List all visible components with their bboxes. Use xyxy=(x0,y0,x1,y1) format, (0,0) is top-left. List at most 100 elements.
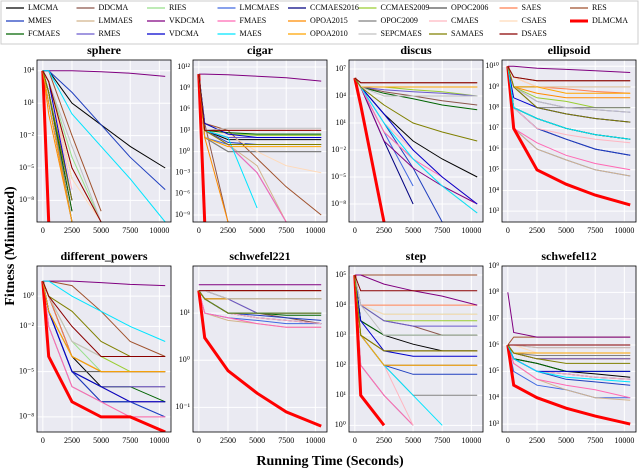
y-tick-label: 10⁴ xyxy=(23,66,34,75)
y-tick-label: 10⁵ xyxy=(488,366,499,375)
legend-label: CCMAES2009 xyxy=(381,3,430,12)
legend-label: RIES xyxy=(169,3,186,12)
legend-box xyxy=(0,0,639,45)
x-tick-label: 0 xyxy=(41,436,45,445)
y-tick-label: 10⁻² xyxy=(331,145,346,154)
y-tick-label: 10¹² xyxy=(177,62,190,71)
y-tick-label: 10⁴ xyxy=(488,185,499,194)
y-tick-label: 10⁻⁹ xyxy=(175,210,190,219)
y-tick-label: 10³ xyxy=(180,125,191,134)
legend-label: FMAES xyxy=(240,16,267,25)
x-tick-label: 2500 xyxy=(529,436,545,445)
subplot-title: schwefel12 xyxy=(541,249,596,263)
series-line xyxy=(197,290,322,428)
legend-label: FCMAES xyxy=(28,29,60,38)
y-tick-label: 10² xyxy=(336,360,347,369)
x-tick-label: 2500 xyxy=(64,226,80,235)
y-tick-label: 10⁵ xyxy=(335,270,346,279)
x-tick-label: 0 xyxy=(197,226,201,235)
y-tick-label: 10⁰ xyxy=(23,291,34,300)
y-tick-label: 10⁰ xyxy=(179,355,190,364)
series-line xyxy=(353,77,386,222)
y-tick-label: 10³ xyxy=(489,419,500,428)
subplot-title: cigar xyxy=(247,43,274,57)
series-line xyxy=(354,77,478,84)
plot-area xyxy=(502,266,636,432)
series-line xyxy=(354,274,478,357)
y-tick-label: 10⁹ xyxy=(488,261,499,270)
legend-label: LMCMAES xyxy=(240,3,280,12)
legend-label: RMES xyxy=(99,29,121,38)
legend-label: DLMCMA xyxy=(592,16,628,25)
y-tick-label: 10⁰ xyxy=(179,146,190,155)
plot-frame xyxy=(36,265,172,433)
series-group xyxy=(506,292,631,426)
series-line xyxy=(42,281,166,418)
series-line xyxy=(354,274,478,306)
series-line xyxy=(506,344,631,426)
x-tick-label: 2500 xyxy=(376,226,392,235)
series-line xyxy=(354,274,478,352)
x-tick-label: 5000 xyxy=(249,436,265,445)
subplot-title: schwefel221 xyxy=(229,249,290,263)
y-tick-label: 10⁴ xyxy=(335,300,346,309)
plot-area xyxy=(193,266,327,432)
x-tick-label: 7500 xyxy=(587,436,603,445)
series-line xyxy=(42,70,73,201)
x-tick-label: 7500 xyxy=(587,226,603,235)
y-tick-label: 10⁷ xyxy=(335,64,346,73)
series-group xyxy=(353,274,478,427)
series-line xyxy=(41,70,51,222)
x-tick-label: 7500 xyxy=(278,226,294,235)
series-group xyxy=(197,73,322,222)
series-line xyxy=(507,65,631,82)
x-tick-label: 0 xyxy=(506,436,510,445)
x-tick-label: 0 xyxy=(197,436,201,445)
y-tick-label: 10⁻⁵ xyxy=(331,172,346,181)
series-line xyxy=(197,74,207,222)
x-tick-label: 10000 xyxy=(305,436,325,445)
y-tick-label: 10⁻² xyxy=(19,130,34,139)
y-tick-label: 10⁸ xyxy=(488,287,499,296)
subplot-title: sphere xyxy=(87,43,121,57)
x-tick-label: 0 xyxy=(353,226,357,235)
series-line xyxy=(507,344,631,383)
x-tick-label: 10000 xyxy=(149,226,169,235)
y-tick-label: 10⁶ xyxy=(488,340,499,349)
series-line xyxy=(354,274,478,292)
subplot-title: ellipsoid xyxy=(548,43,591,57)
legend-label: CCMAES2016 xyxy=(310,3,359,12)
legend-label: OPOA2015 xyxy=(310,16,348,25)
legend-label: MAES xyxy=(240,29,262,38)
legend-label: DDCMA xyxy=(99,3,129,12)
x-tick-label: 5000 xyxy=(93,436,109,445)
x-tick-label: 10000 xyxy=(149,436,169,445)
x-tick-label: 2500 xyxy=(220,436,236,445)
y-tick-label: 10⁸ xyxy=(488,102,499,111)
subplot-title: different_powers xyxy=(60,249,147,263)
x-tick-label: 5000 xyxy=(249,226,265,235)
series-line xyxy=(42,70,102,222)
series-line xyxy=(42,281,166,373)
plot-frame xyxy=(348,265,484,433)
x-tick-label: 7500 xyxy=(122,226,138,235)
x-tick-label: 5000 xyxy=(405,226,421,235)
series-line xyxy=(198,74,322,148)
x-tick-label: 10000 xyxy=(614,226,634,235)
legend-label: DSAES xyxy=(522,29,547,38)
y-tick-label: 10⁹ xyxy=(179,83,190,92)
y-tick-label: 10³ xyxy=(489,206,500,215)
series-line xyxy=(507,292,631,338)
y-tick-label: 10⁻⁵ xyxy=(19,163,34,172)
series-line xyxy=(198,73,322,82)
y-tick-label: 10¹ xyxy=(180,308,191,317)
legend-label: CSAES xyxy=(522,16,547,25)
series-line xyxy=(354,274,478,336)
series-group xyxy=(197,284,322,428)
x-tick-label: 10000 xyxy=(461,226,481,235)
x-tick-label: 2500 xyxy=(220,226,236,235)
series-line xyxy=(507,344,631,364)
series-line xyxy=(507,65,631,73)
legend-label: OPOC2009 xyxy=(381,16,418,25)
